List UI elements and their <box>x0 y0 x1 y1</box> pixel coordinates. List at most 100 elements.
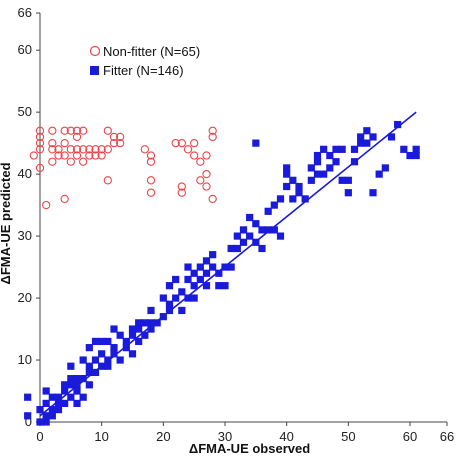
fitter-point <box>110 325 118 333</box>
y-axis-title: ΔFMA-UE predicted <box>0 162 13 284</box>
non-fitter-point <box>91 145 100 154</box>
fitter-point <box>283 164 291 172</box>
fitter-point <box>320 170 328 178</box>
fitter-point <box>307 176 315 184</box>
non-fitter-point <box>72 132 82 142</box>
legend-marker-fitter <box>90 66 99 75</box>
fitter-point <box>24 412 32 420</box>
fitter-point <box>141 331 149 339</box>
fitter-point <box>209 263 217 271</box>
non-fitter-series <box>29 126 217 210</box>
fitter-point <box>301 195 309 203</box>
fitter-point <box>54 406 63 414</box>
x-axis-title: ΔFMA-UE observed <box>189 441 310 456</box>
fitter-point <box>381 164 389 172</box>
non-fitter-point <box>202 151 211 160</box>
non-fitter-point <box>66 157 75 166</box>
fitter-point <box>36 418 44 426</box>
fitter-point <box>313 158 322 166</box>
fitter-point <box>91 337 100 346</box>
fitter-point <box>110 344 118 352</box>
non-fitter-point <box>171 138 180 148</box>
fitter-point <box>172 275 180 284</box>
y-tick-label: 20 <box>18 290 32 305</box>
fitter-point <box>67 375 75 383</box>
fitter-point <box>61 399 69 408</box>
fitter-point <box>313 151 322 160</box>
non-fitter-point <box>183 145 193 154</box>
fitter-point <box>233 232 241 240</box>
fitter-point <box>350 145 359 153</box>
fitter-point <box>363 139 371 147</box>
fitter-point <box>91 356 100 364</box>
legend-label-fitter: Fitter (N=146) <box>103 63 184 78</box>
fitter-point <box>270 226 278 234</box>
non-fitter-point <box>35 132 45 142</box>
non-fitter-point <box>60 151 69 160</box>
non-fitter-point <box>79 126 88 135</box>
fitter-point <box>326 151 334 160</box>
fitter-point <box>221 282 229 290</box>
fitter-point <box>48 412 56 420</box>
fitter-point <box>264 207 272 215</box>
fitter-point <box>215 282 223 290</box>
fitter-point <box>338 176 346 184</box>
non-fitter-point <box>140 145 149 154</box>
non-fitter-point <box>85 151 94 160</box>
fitter-point <box>295 182 303 191</box>
fitter-point <box>73 387 81 395</box>
fitter-point <box>159 313 167 321</box>
non-fitter-point <box>79 145 88 154</box>
fitter-point <box>332 145 340 153</box>
non-fitter-point <box>97 145 106 154</box>
fitter-point <box>54 399 63 408</box>
fitter-point <box>24 393 32 401</box>
fitter-point <box>48 393 56 401</box>
fitter-point <box>283 182 291 191</box>
x-tick-label: 60 <box>403 429 417 444</box>
non-fitter-point <box>60 138 69 148</box>
non-fitter-point <box>196 176 205 185</box>
fitter-point <box>91 368 100 377</box>
non-fitter-point <box>79 157 88 166</box>
fitter-point <box>104 337 112 346</box>
fitter-point <box>184 263 192 271</box>
non-fitter-point <box>208 132 217 142</box>
fitter-point <box>85 344 93 352</box>
fitter-point <box>338 145 346 153</box>
fitter-point <box>128 331 137 339</box>
fitter-point <box>135 337 143 346</box>
fitter-point <box>283 170 291 178</box>
x-tick-label: 20 <box>156 429 170 444</box>
fitter-point <box>202 269 211 277</box>
fitter-point <box>233 244 241 253</box>
fitter-point <box>184 275 192 284</box>
fitter-point <box>165 300 174 308</box>
fitter-point <box>79 393 87 401</box>
fitter-point <box>85 368 93 377</box>
fitter-point <box>400 145 408 153</box>
fitter-point <box>85 381 93 389</box>
axes-layer: 0 10 20 30 40 50 60 66 0 10 20 30 40 50 60 66 <box>18 5 455 444</box>
fitter-point <box>239 226 248 234</box>
fitter-point <box>42 418 50 426</box>
y-tick-label: 60 <box>18 42 32 57</box>
non-fitter-point <box>42 200 51 210</box>
non-fitter-point <box>48 126 57 135</box>
fitter-point <box>350 158 359 166</box>
non-fitter-point <box>29 151 38 160</box>
non-fitter-point <box>103 176 112 185</box>
non-fitter-point <box>103 126 112 135</box>
fitter-point <box>258 244 266 253</box>
fitter-point <box>128 350 137 358</box>
fitter-point <box>289 176 297 184</box>
fitter-point <box>85 362 93 370</box>
x-tick-label: 40 <box>279 429 293 444</box>
y-tick-label: 0 <box>25 414 32 429</box>
fitter-point <box>178 288 186 296</box>
fitter-point <box>239 238 248 246</box>
fitter-point <box>147 319 155 327</box>
legend-marker-non-fitter <box>89 45 101 57</box>
non-fitter-point <box>146 176 156 185</box>
